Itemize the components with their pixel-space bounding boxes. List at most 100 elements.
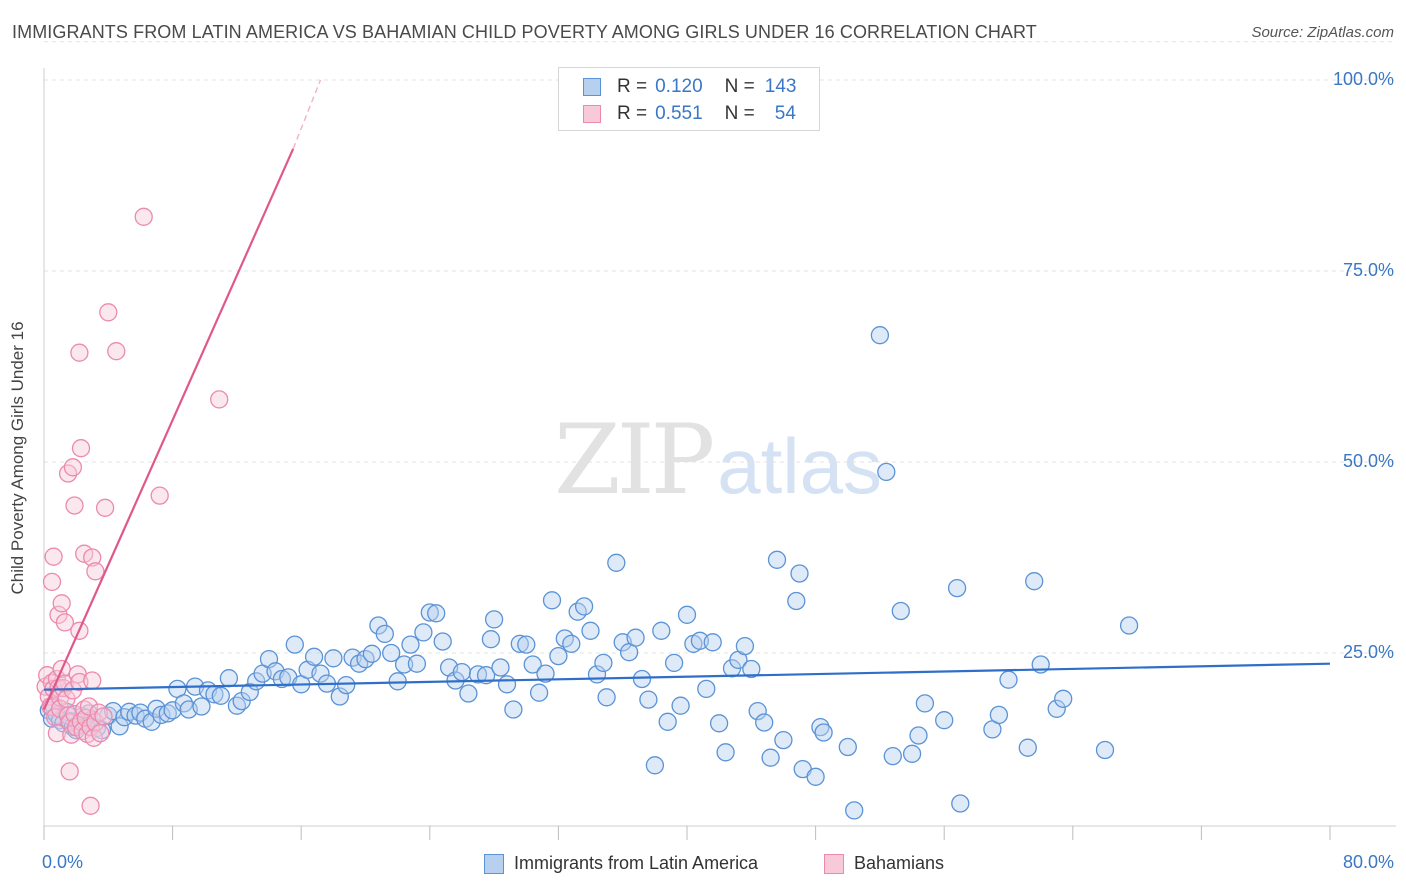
legend-swatch-bahamians (824, 853, 844, 874)
point-immigrants (510, 634, 529, 653)
point-bahamians (63, 458, 83, 477)
point-immigrants (382, 643, 401, 663)
point-immigrants (632, 669, 652, 689)
axes (43, 68, 1396, 840)
x-tick-label: 80.0% (1342, 852, 1394, 872)
point-immigrants (915, 694, 935, 713)
point-bahamians (79, 697, 99, 716)
point-immigrants (677, 605, 697, 624)
point-immigrants (989, 705, 1009, 725)
point-immigrants (1119, 616, 1139, 635)
point-immigrants (110, 717, 129, 736)
point-immigrants (174, 694, 194, 713)
point-immigrants (401, 635, 420, 654)
legend-n-label: N = (724, 103, 755, 124)
watermark: ZIPatlas (554, 404, 882, 516)
point-immigrants (811, 717, 830, 737)
point-immigrants (452, 662, 472, 682)
trend-line-immigrants (43, 662, 1331, 691)
point-immigrants (337, 675, 356, 695)
point-bahamians (44, 547, 63, 566)
point-immigrants (285, 635, 304, 654)
point-immigrants (671, 696, 690, 715)
point-immigrants (594, 653, 613, 673)
point-immigrants (755, 713, 774, 732)
point-bahamians (81, 796, 100, 815)
point-immigrants (152, 705, 171, 725)
point-immigrants (735, 636, 755, 656)
point-immigrants (947, 578, 967, 598)
point-immigrants (774, 730, 793, 750)
point-immigrants (549, 646, 568, 666)
point-immigrants (311, 664, 330, 683)
point-immigrants (814, 723, 833, 742)
legend-r-value: 0.120 (655, 76, 703, 97)
point-immigrants (103, 701, 123, 721)
point-immigrants (838, 737, 857, 757)
point-bahamians (83, 671, 102, 690)
point-immigrants (414, 623, 433, 642)
point-immigrants (375, 624, 394, 644)
point-immigrants (909, 726, 928, 745)
point-immigrants (607, 553, 626, 572)
point-immigrants (891, 601, 910, 621)
point-immigrants (491, 658, 510, 677)
point-immigrants (574, 597, 594, 616)
y-tick-label: 50.0% (1342, 451, 1394, 471)
point-immigrants (484, 610, 504, 629)
series-immigrants-points (39, 326, 1139, 820)
point-bahamians (91, 724, 110, 743)
point-immigrants (703, 633, 722, 652)
point-immigrants (529, 683, 549, 702)
point-immigrants (211, 686, 230, 705)
point-immigrants (790, 564, 809, 583)
point-immigrants (999, 670, 1018, 689)
point-bahamians (65, 496, 84, 515)
point-bahamians (95, 498, 115, 517)
point-bahamians (134, 207, 153, 226)
point-bahamians (70, 343, 89, 362)
point-bahamians (58, 464, 78, 483)
point-immigrants (427, 604, 446, 623)
point-immigrants (192, 697, 211, 716)
point-bahamians (94, 707, 113, 726)
point-immigrants (536, 664, 555, 683)
point-immigrants (388, 672, 407, 691)
point-immigrants (845, 801, 864, 820)
point-immigrants (645, 756, 665, 775)
point-immigrants (304, 647, 324, 666)
point-immigrants (652, 621, 671, 640)
point-immigrants (562, 634, 581, 653)
point-bahamians (150, 486, 169, 505)
y-tick-label: 25.0% (1342, 642, 1394, 662)
series-bahamians-points (36, 207, 229, 815)
point-immigrants (716, 743, 735, 762)
point-bahamians (107, 342, 126, 361)
point-bahamians (86, 562, 105, 581)
legend-n-value: 143 (764, 76, 797, 97)
point-immigrants (459, 684, 478, 703)
point-immigrants (1018, 738, 1037, 757)
legend-item-immigrants[interactable]: Immigrants from Latin America (484, 853, 758, 874)
point-immigrants (542, 591, 562, 610)
point-immigrants (324, 649, 343, 668)
point-immigrants (767, 550, 787, 569)
point-immigrants (664, 653, 684, 673)
point-immigrants (433, 632, 452, 651)
point-immigrants (407, 654, 427, 673)
point-immigrants (1095, 740, 1115, 760)
point-immigrants (163, 701, 182, 720)
point-immigrants (147, 699, 166, 718)
point-bahamians (83, 548, 102, 567)
point-immigrants (517, 635, 536, 654)
source-label[interactable]: Source: ZipAtlas.com (1251, 24, 1394, 41)
legend-item-bahamians[interactable]: Bahamians (824, 853, 944, 874)
point-immigrants (476, 666, 496, 685)
point-immigrants (240, 682, 259, 702)
watermark-zip: ZIP (554, 404, 715, 516)
point-bahamians (52, 594, 71, 613)
point-immigrants (481, 630, 501, 649)
legend-label-immigrants: Immigrants from Latin America (514, 853, 759, 873)
y-tick-label: 75.0% (1342, 260, 1394, 280)
